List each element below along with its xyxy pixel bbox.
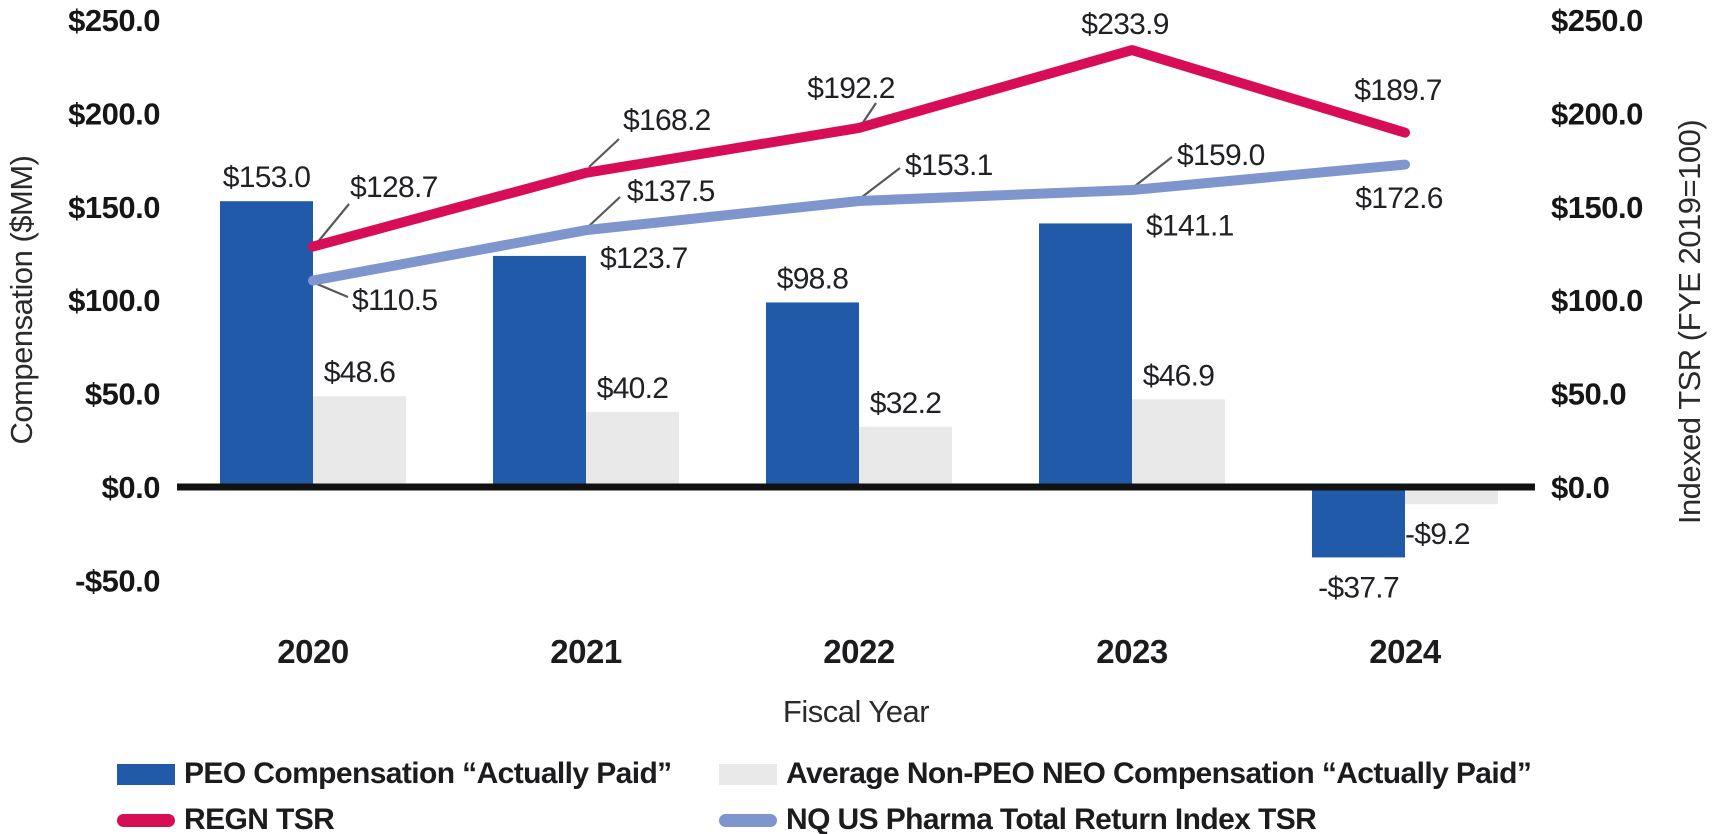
line-nq-pharma-tsr [308, 159, 1410, 286]
line-label-regn-2022: $192.2 [807, 72, 895, 105]
y-left-tick-250: $250.0 [68, 3, 160, 38]
y-right-tick-0: $0.0 [1551, 470, 1609, 505]
line-label-nq-2024: $172.6 [1355, 182, 1443, 215]
line-regn-tsr [308, 45, 1410, 252]
y-right-tick-200: $200.0 [1551, 96, 1643, 131]
line-label-regn-2020: $128.7 [350, 171, 438, 204]
bar-label-neo-2021: $40.2 [597, 372, 669, 405]
bar-label-neo-2020: $48.6 [324, 356, 396, 389]
bar-label-neo-2023: $46.9 [1143, 359, 1215, 392]
bar-label-peo-2023: $141.1 [1146, 209, 1234, 242]
leader-line-regn-2021 [588, 138, 620, 168]
line-label-regn-2024: $189.7 [1354, 74, 1442, 107]
bar-neo-2021 [586, 411, 679, 487]
y-left-tick-150: $150.0 [68, 190, 160, 225]
bar-neo-2020 [313, 396, 406, 487]
leader-line-nq-2020 [316, 282, 349, 299]
bar-label-neo-2024: -$9.2 [1405, 518, 1470, 551]
bar-peo-2022 [766, 302, 859, 487]
bar-peo-2021 [493, 255, 586, 487]
line-label-nq-2020: $110.5 [352, 284, 437, 317]
bar-label-peo-2020: $153.0 [223, 161, 311, 194]
bar-neo-2023 [1132, 399, 1225, 487]
y-left-tick-50: $50.0 [85, 377, 160, 412]
y-right-tick-150: $150.0 [1551, 190, 1643, 225]
bar-peo-2020 [220, 201, 313, 488]
right-axis-title: Indexed TSR (FYE 2019=100) [1672, 119, 1707, 525]
bar-peo-2024 [1312, 487, 1405, 558]
line-label-regn-2023: $233.9 [1081, 8, 1169, 41]
x-tick-2024: 2024 [1369, 633, 1442, 670]
y-right-tick-100: $100.0 [1551, 283, 1643, 318]
line-label-regn-2021: $168.2 [623, 104, 711, 137]
bar-label-peo-2022: $98.8 [777, 262, 849, 295]
x-tick-2021: 2021 [550, 633, 622, 670]
bar-neo-2022 [859, 426, 952, 487]
leader-line-regn-2022 [861, 102, 877, 125]
leader-line-nq-2021 [588, 196, 621, 227]
line-label-nq-2021: $137.5 [627, 175, 715, 208]
y-left-tick--50: -$50.0 [75, 563, 160, 598]
x-tick-2022: 2022 [823, 633, 895, 670]
leader-line-nq-2023 [1134, 156, 1173, 187]
bar-neo-2024 [1405, 487, 1498, 505]
line-label-nq-2023: $159.0 [1177, 139, 1265, 172]
left-axis-title: Compensation ($MM) [4, 155, 39, 445]
y-right-tick-50: $50.0 [1551, 377, 1626, 412]
bar-label-peo-2021: $123.7 [600, 242, 688, 275]
x-axis-title: Fiscal Year [782, 694, 930, 729]
bar-peo-2023 [1039, 223, 1132, 487]
leader-line-nq-2022 [861, 167, 901, 198]
y-left-tick-100: $100.0 [68, 283, 160, 318]
leader-line-regn-2020 [316, 203, 350, 244]
y-right-tick-250: $250.0 [1551, 3, 1643, 38]
line-label-nq-2022: $153.1 [905, 149, 993, 182]
bar-label-neo-2022: $32.2 [870, 387, 942, 420]
x-tick-2020: 2020 [277, 633, 348, 670]
y-left-tick-200: $200.0 [68, 96, 160, 131]
y-left-tick-0: $0.0 [102, 470, 160, 505]
bar-label-peo-2024: -$37.7 [1318, 571, 1399, 604]
x-tick-2023: 2023 [1096, 633, 1168, 670]
